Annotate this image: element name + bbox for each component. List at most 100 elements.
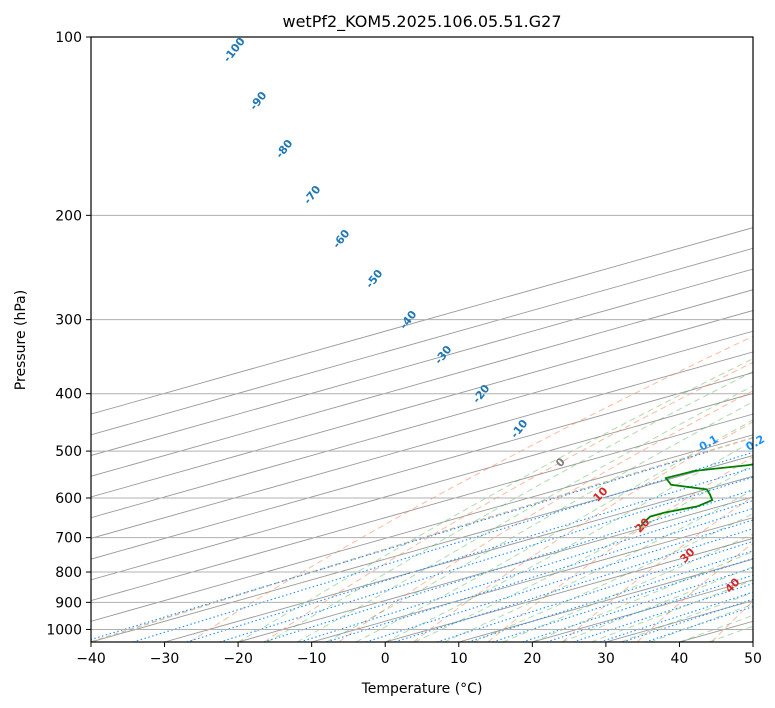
mixing-ratio-line: [492, 557, 753, 642]
moist-adiabat-line: [443, 489, 753, 642]
y-tick-label: 300: [55, 313, 82, 329]
x-axis: −40 −30 −20 −10 0 10 20 30 40 50: [76, 642, 762, 667]
isotherm-line: [237, 496, 753, 642]
dry-adiabat-label: 30: [678, 545, 698, 565]
y-tick-label: 1000: [46, 622, 82, 638]
isotherm-line: [91, 268, 753, 456]
y-tick-label: 500: [55, 444, 82, 460]
moist-adiabat-line: [296, 385, 753, 642]
isotherm-line: [311, 517, 753, 642]
mixing-ratio-line: [91, 450, 711, 641]
dry-adiabat-line: [338, 390, 753, 642]
isotherm-line: [164, 475, 753, 642]
isotherm-line: [91, 392, 753, 581]
isotherm-line: [385, 537, 753, 642]
x-axis-label: Temperature (°C): [361, 681, 483, 697]
mixing-ratio-line: [546, 574, 753, 642]
y-tick-label: 900: [55, 595, 82, 611]
aux-curve-line: [91, 436, 753, 642]
plot-frame: [90, 36, 754, 643]
x-tick-label: −10: [297, 651, 327, 667]
x-tick-label: 10: [450, 651, 468, 667]
moist-adiabat-line: [708, 625, 753, 642]
y-tick-label: 700: [55, 531, 82, 547]
x-tick-label: 30: [597, 651, 615, 667]
mixing-ratio-line: [132, 451, 753, 642]
isotherm-line: [91, 455, 753, 642]
isotherm-line: [91, 434, 753, 622]
x-tick-label: −30: [150, 651, 180, 667]
isotherm-line: [91, 310, 753, 498]
x-tick-label: 0: [381, 651, 390, 667]
x-tick-label: 40: [671, 651, 689, 667]
mixing-ratio-line: [263, 489, 753, 642]
mixing-ratio-label: 0.1: [697, 433, 720, 454]
moist-adiabat-label: -20: [470, 382, 493, 406]
dry-adiabat-line: [189, 335, 753, 642]
moist-adiabat-label: -90: [247, 89, 270, 113]
sounding-series: [640, 463, 753, 527]
y-tick-label: 100: [55, 30, 82, 46]
y-axis-label: Pressure (hPa): [13, 290, 29, 390]
moist-adiabat-label: -70: [301, 183, 324, 207]
isotherm-line: [91, 413, 753, 602]
moist-adiabat-label: -80: [273, 137, 296, 161]
mixing-ratio-line: [394, 528, 753, 642]
moist-adiabat-label: -40: [397, 308, 420, 332]
isotherm-line: [752, 641, 753, 642]
isotherm-line: [91, 351, 753, 539]
moist-adiabat-line: [532, 551, 753, 642]
isotherm-line: [91, 289, 753, 477]
reference-lines: [91, 227, 753, 642]
moist-adiabat-line: [649, 603, 753, 642]
isotherm-line: [91, 330, 753, 519]
moist-adiabat-line: [473, 513, 753, 642]
moist-adiabat-line: [502, 533, 753, 642]
mixing-ratio-label: 0.2: [744, 433, 767, 454]
mixing-ratio-line: [522, 567, 753, 642]
isotherm-line: [532, 579, 753, 642]
isotherm-line: [91, 247, 753, 436]
chart-title: wetPf2_KOM5.2025.106.05.51.G27: [282, 12, 561, 32]
moist-adiabat-line: [355, 419, 753, 642]
moist-adiabat-line: [237, 358, 753, 642]
dry-adiabat-line: [263, 361, 753, 642]
moist-adiabat-label: -60: [330, 227, 353, 251]
mixing-ratio-line: [326, 507, 753, 642]
pressure-gridlines: [91, 37, 753, 630]
moist-adiabat-line: [267, 371, 753, 642]
dry-adiabat-line: [711, 600, 753, 642]
dry-adiabat-line: [636, 542, 753, 642]
dry-adiabat-line: [487, 456, 753, 642]
dry-adiabat-line: [413, 421, 753, 642]
y-tick-label: 200: [55, 208, 82, 224]
x-tick-label: −20: [223, 651, 253, 667]
isotherm-line: [91, 227, 753, 415]
x-tick-label: 50: [744, 651, 762, 667]
mixing-ratio-line: [436, 540, 753, 642]
isotherm-line: [91, 372, 753, 560]
dry-adiabat-label: 10: [591, 484, 611, 504]
moist-adiabat-line: [326, 401, 753, 642]
mixing-ratio-line: [467, 550, 753, 642]
moist-adiabat-line: [414, 464, 753, 642]
moist-adiabat-line: [561, 566, 753, 642]
y-tick-label: 400: [55, 387, 82, 403]
x-tick-label: −40: [76, 651, 106, 667]
moist-adiabat-line: [384, 440, 753, 642]
x-tick-label: 20: [523, 651, 541, 667]
moist-adiabat-label: -100: [221, 35, 248, 65]
dry-adiabat-line: [562, 495, 753, 642]
dewpoint-profile-line: [640, 463, 753, 527]
reference-line-labels: -100-90-80-70-60-50-40-30-20-100.10.20.4…: [221, 35, 767, 596]
moist-adiabat-line: [620, 591, 753, 642]
y-tick-label: 600: [55, 491, 82, 507]
mixing-ratio-line: [219, 476, 753, 642]
y-axis: 100 200 300 400 500 600 700 800 900 1000: [46, 30, 91, 638]
moist-adiabat-label: -50: [363, 267, 386, 291]
moist-adiabat-label: -30: [432, 343, 455, 367]
y-tick-label: 800: [55, 565, 82, 581]
mixing-ratio-line: [186, 467, 753, 642]
